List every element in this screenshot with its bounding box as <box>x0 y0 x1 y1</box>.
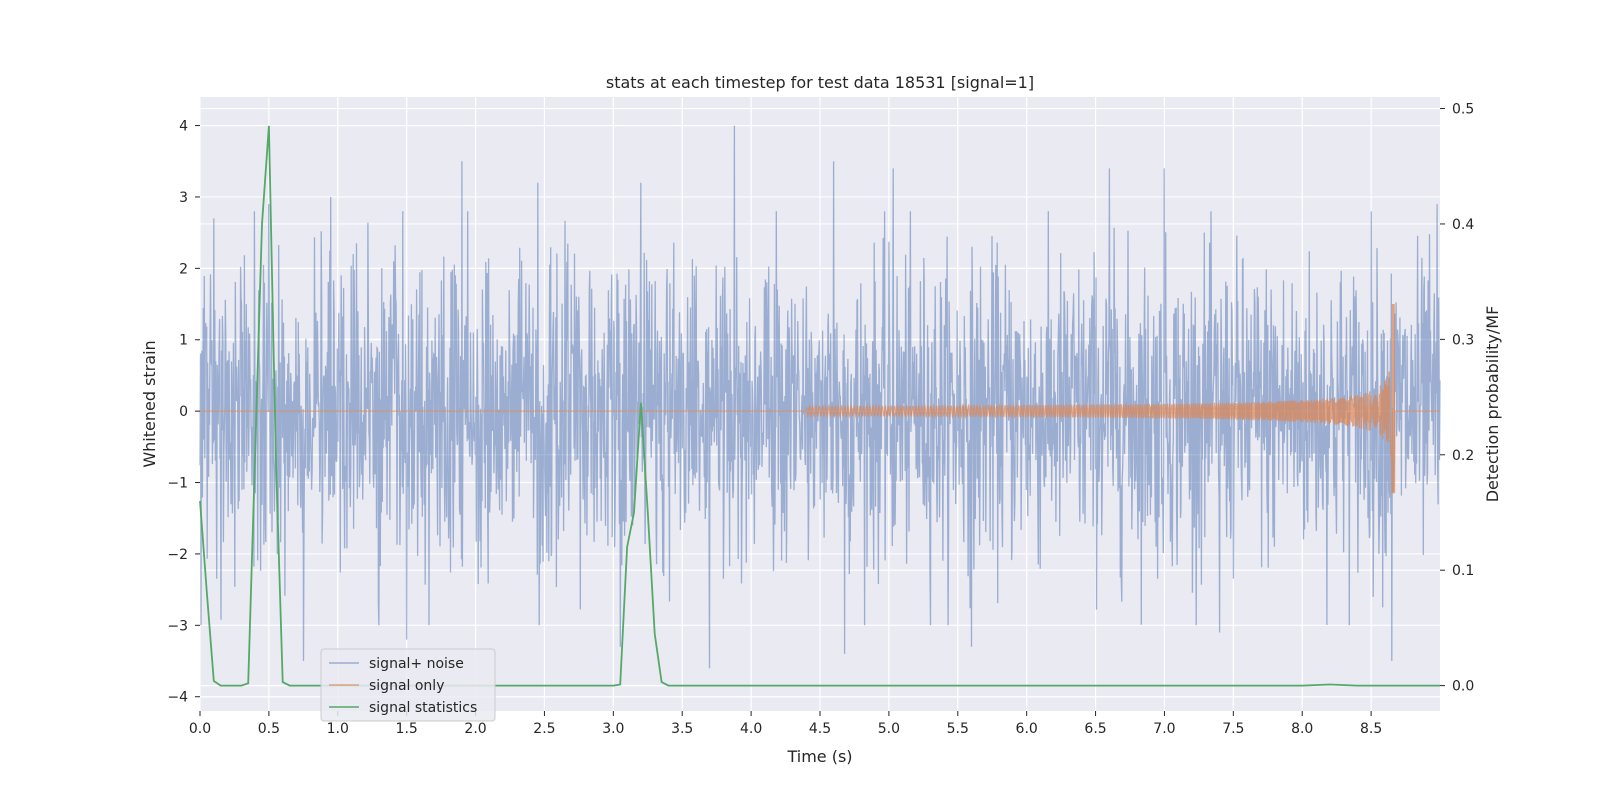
x-tick-label: 4.0 <box>740 721 762 737</box>
x-tick-label: 5.0 <box>878 721 900 737</box>
y-tick-label: −3 <box>167 618 188 634</box>
series-signal-statistics-line <box>199 125 1440 687</box>
legend: signal+ noise signal only signal statist… <box>320 648 496 722</box>
y2-axis-label: Detection probability/MF <box>1483 306 1502 503</box>
x-tick-label: 7.5 <box>1222 721 1244 737</box>
x-tick-label: 1.0 <box>327 721 349 737</box>
chart-title: stats at each timestep for test data 185… <box>606 73 1034 92</box>
legend-label-signal-noise: signal+ noise <box>369 656 464 672</box>
y2-tick-label: 0.5 <box>1452 102 1474 118</box>
y-tick-label: −1 <box>167 476 188 492</box>
y-tick-label: 3 <box>179 190 188 206</box>
y2-axis-ticks: 0.5 0.4 0.3 0.2 0.1 0.0 <box>1440 102 1474 695</box>
x-tick-label: 0.5 <box>258 721 280 737</box>
y2-tick-label: 0.3 <box>1452 332 1474 348</box>
x-tick-label: 5.5 <box>947 721 969 737</box>
y2-tick-label: 0.4 <box>1452 217 1474 233</box>
x-tick-label: 3.5 <box>671 721 693 737</box>
series-signal-only-line <box>200 303 1440 494</box>
y-tick-label: 1 <box>179 333 188 349</box>
x-tick-label: 4.5 <box>809 721 831 737</box>
x-tick-label: 3.0 <box>602 721 624 737</box>
y-tick-label: −4 <box>167 690 188 706</box>
y2-tick-label: 0.0 <box>1452 679 1474 695</box>
x-tick-label: 6.0 <box>1016 721 1038 737</box>
y-tick-label: 0 <box>179 404 188 420</box>
legend-box <box>320 648 496 722</box>
series-layer <box>199 125 1441 687</box>
x-tick-label: 6.5 <box>1084 721 1106 737</box>
y2-tick-label: 0.1 <box>1452 563 1474 579</box>
legend-label-signal-only: signal only <box>369 678 444 694</box>
x-axis-label: Time (s) <box>786 747 852 766</box>
x-tick-label: 1.5 <box>396 721 418 737</box>
x-tick-label: 8.5 <box>1360 721 1382 737</box>
y-axis-ticks: 4 3 2 1 0 −1 −2 −3 −4 <box>167 119 200 706</box>
x-tick-label: 2.5 <box>533 721 555 737</box>
x-axis-ticks: 0.0 0.5 1.0 1.5 2.0 2.5 3.0 3.5 4.0 4.5 5.0 5.5 6.0 6… <box>189 711 1382 737</box>
x-tick-label: 0.0 <box>189 721 211 737</box>
x-tick-label: 2.0 <box>464 721 486 737</box>
x-tick-label: 8.0 <box>1291 721 1313 737</box>
y-tick-label: −2 <box>167 547 188 563</box>
y-tick-label: 4 <box>179 119 188 135</box>
y2-tick-label: 0.2 <box>1452 448 1474 464</box>
x-tick-label: 7.0 <box>1153 721 1175 737</box>
series-signal-noise-line <box>199 125 1441 669</box>
y-axis-label: Whitened strain <box>140 340 159 467</box>
y-tick-label: 2 <box>179 261 188 277</box>
legend-label-signal-statistics: signal statistics <box>369 700 477 716</box>
